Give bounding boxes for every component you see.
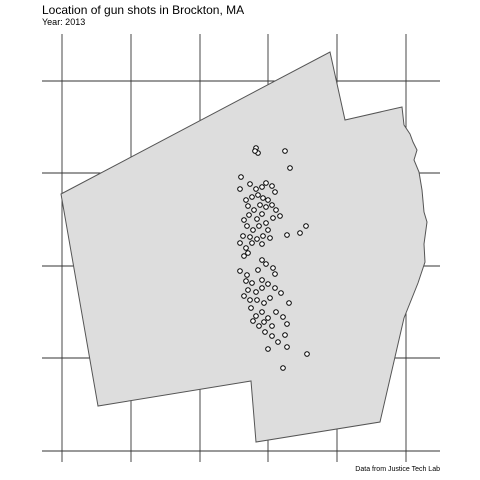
gunshot-point (241, 253, 247, 259)
gunshot-point (253, 186, 259, 192)
gunshot-point (265, 197, 271, 203)
gunshot-point (251, 207, 257, 213)
gunshot-point (303, 223, 309, 229)
gunshot-point (286, 300, 292, 306)
map-title: Location of gun shots in Brockton, MA (42, 3, 245, 17)
gunshot-point (270, 215, 276, 221)
gunshot-point (247, 297, 253, 303)
gunshot-point (280, 365, 286, 371)
gunshot-point (250, 318, 256, 324)
gunshot-point (260, 195, 266, 201)
gunshot-point (240, 233, 246, 239)
gunshot-point (244, 272, 250, 278)
gunshot-point (273, 207, 279, 213)
gunshot-point (282, 332, 288, 338)
gunshot-point (252, 148, 258, 154)
gunshot-point (265, 315, 271, 321)
gunshot-point (269, 333, 275, 339)
gunshot-point (261, 300, 267, 306)
gunshot-point (273, 309, 279, 315)
gunshot-point (269, 183, 275, 189)
gunshot-point (297, 230, 303, 236)
gunshot-point (261, 319, 267, 325)
map-caption: Data from Justice Tech Lab (355, 466, 440, 473)
gunshot-point (269, 323, 275, 329)
gunshot-point (287, 165, 293, 171)
gunshot-point (256, 323, 262, 329)
gunshot-point (263, 204, 269, 210)
gunshot-point (249, 280, 255, 286)
gunshot-point (245, 250, 251, 256)
gunshot-point (263, 180, 269, 186)
gunshot-point (238, 174, 244, 180)
gunshot-point (259, 309, 265, 315)
gunshot-point (257, 202, 263, 208)
gunshot-point (237, 268, 243, 274)
gunshot-point (237, 240, 243, 246)
gunshot-point (254, 236, 260, 242)
gunshot-point (243, 197, 249, 203)
gunshot-point (250, 227, 256, 233)
gunshot-point (244, 223, 250, 229)
gunshot-point (275, 339, 281, 345)
gunshot-point (284, 321, 290, 327)
gunshot-point (259, 257, 265, 263)
gunshot-point (280, 314, 286, 320)
gunshot-point (259, 184, 265, 190)
gunshot-point (284, 232, 290, 238)
gunshot-point (259, 285, 265, 291)
gunshot-point (267, 295, 273, 301)
gunshot-point (277, 213, 283, 219)
gunshot-point (247, 181, 253, 187)
gunshot-point (272, 189, 278, 195)
gunshot-point (265, 281, 271, 287)
gunshot-point (246, 212, 252, 218)
gunshot-point (267, 235, 273, 241)
gunshot-point (255, 267, 261, 273)
gunshot-point (304, 351, 310, 357)
gunshot-point (241, 293, 247, 299)
gunshot-point (259, 241, 265, 247)
gunshot-point (278, 290, 284, 296)
gunshot-point (247, 234, 253, 240)
gunshot-point (263, 261, 269, 267)
gunshot-point (265, 227, 271, 233)
gunshot-point (255, 192, 261, 198)
gunshot-point (245, 287, 251, 293)
gunshot-point (241, 217, 247, 223)
gunshot-point (243, 278, 249, 284)
gunshot-point (282, 148, 288, 154)
gunshot-points (237, 145, 310, 371)
gunshot-point (253, 289, 259, 295)
gunshot-point (262, 329, 268, 335)
gunshot-point (237, 186, 243, 192)
gunshot-point (260, 233, 266, 239)
gunshot-point (248, 305, 254, 311)
gunshot-point (243, 245, 249, 251)
gunshot-point (259, 277, 265, 283)
gunshot-point (259, 211, 265, 217)
gunshot-point (253, 313, 259, 319)
gunshot-point (249, 240, 255, 246)
map-subtitle: Year: 2013 (42, 17, 86, 27)
gunshot-point (249, 194, 255, 200)
gunshot-point (272, 271, 278, 277)
gunshot-point (254, 216, 260, 222)
gunshot-point (270, 265, 276, 271)
gunshot-point (269, 202, 275, 208)
gunshot-point (256, 223, 262, 229)
gunshot-point (245, 203, 251, 209)
gunshot-point (265, 346, 271, 352)
gunshot-point (272, 285, 278, 291)
gunshot-point (284, 344, 290, 350)
gunshot-point (263, 220, 269, 226)
gunshot-point (254, 297, 260, 303)
